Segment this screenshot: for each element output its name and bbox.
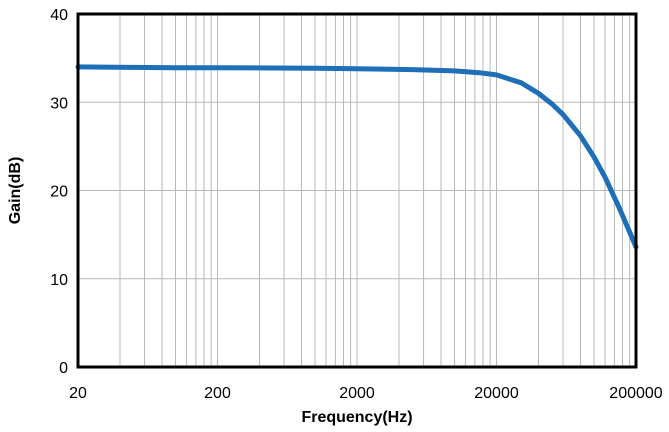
y-tick-label: 40 [50,7,68,24]
y-axis-title: Gain(dB) [7,157,24,225]
series-layer [75,64,639,250]
x-axis-ticks: 20 200 2000 20000 200000 [69,385,663,402]
x-tick-label: 200000 [609,385,662,402]
x-tick-label: 20 [69,385,87,402]
y-tick-label: 30 [50,95,68,112]
y-tick-label: 20 [50,184,68,201]
gain-series-line [75,64,639,250]
grid-lines [77,13,637,368]
y-axis-ticks: 0 10 20 30 40 [50,7,68,377]
x-tick-label: 200 [204,385,231,402]
y-tick-label: 10 [50,272,68,289]
x-tick-label: 2000 [339,385,375,402]
x-axis-title: Frequency(Hz) [301,409,412,426]
x-tick-label: 20000 [474,385,519,402]
y-tick-label: 0 [59,360,68,377]
plot-area-frame [76,12,638,369]
